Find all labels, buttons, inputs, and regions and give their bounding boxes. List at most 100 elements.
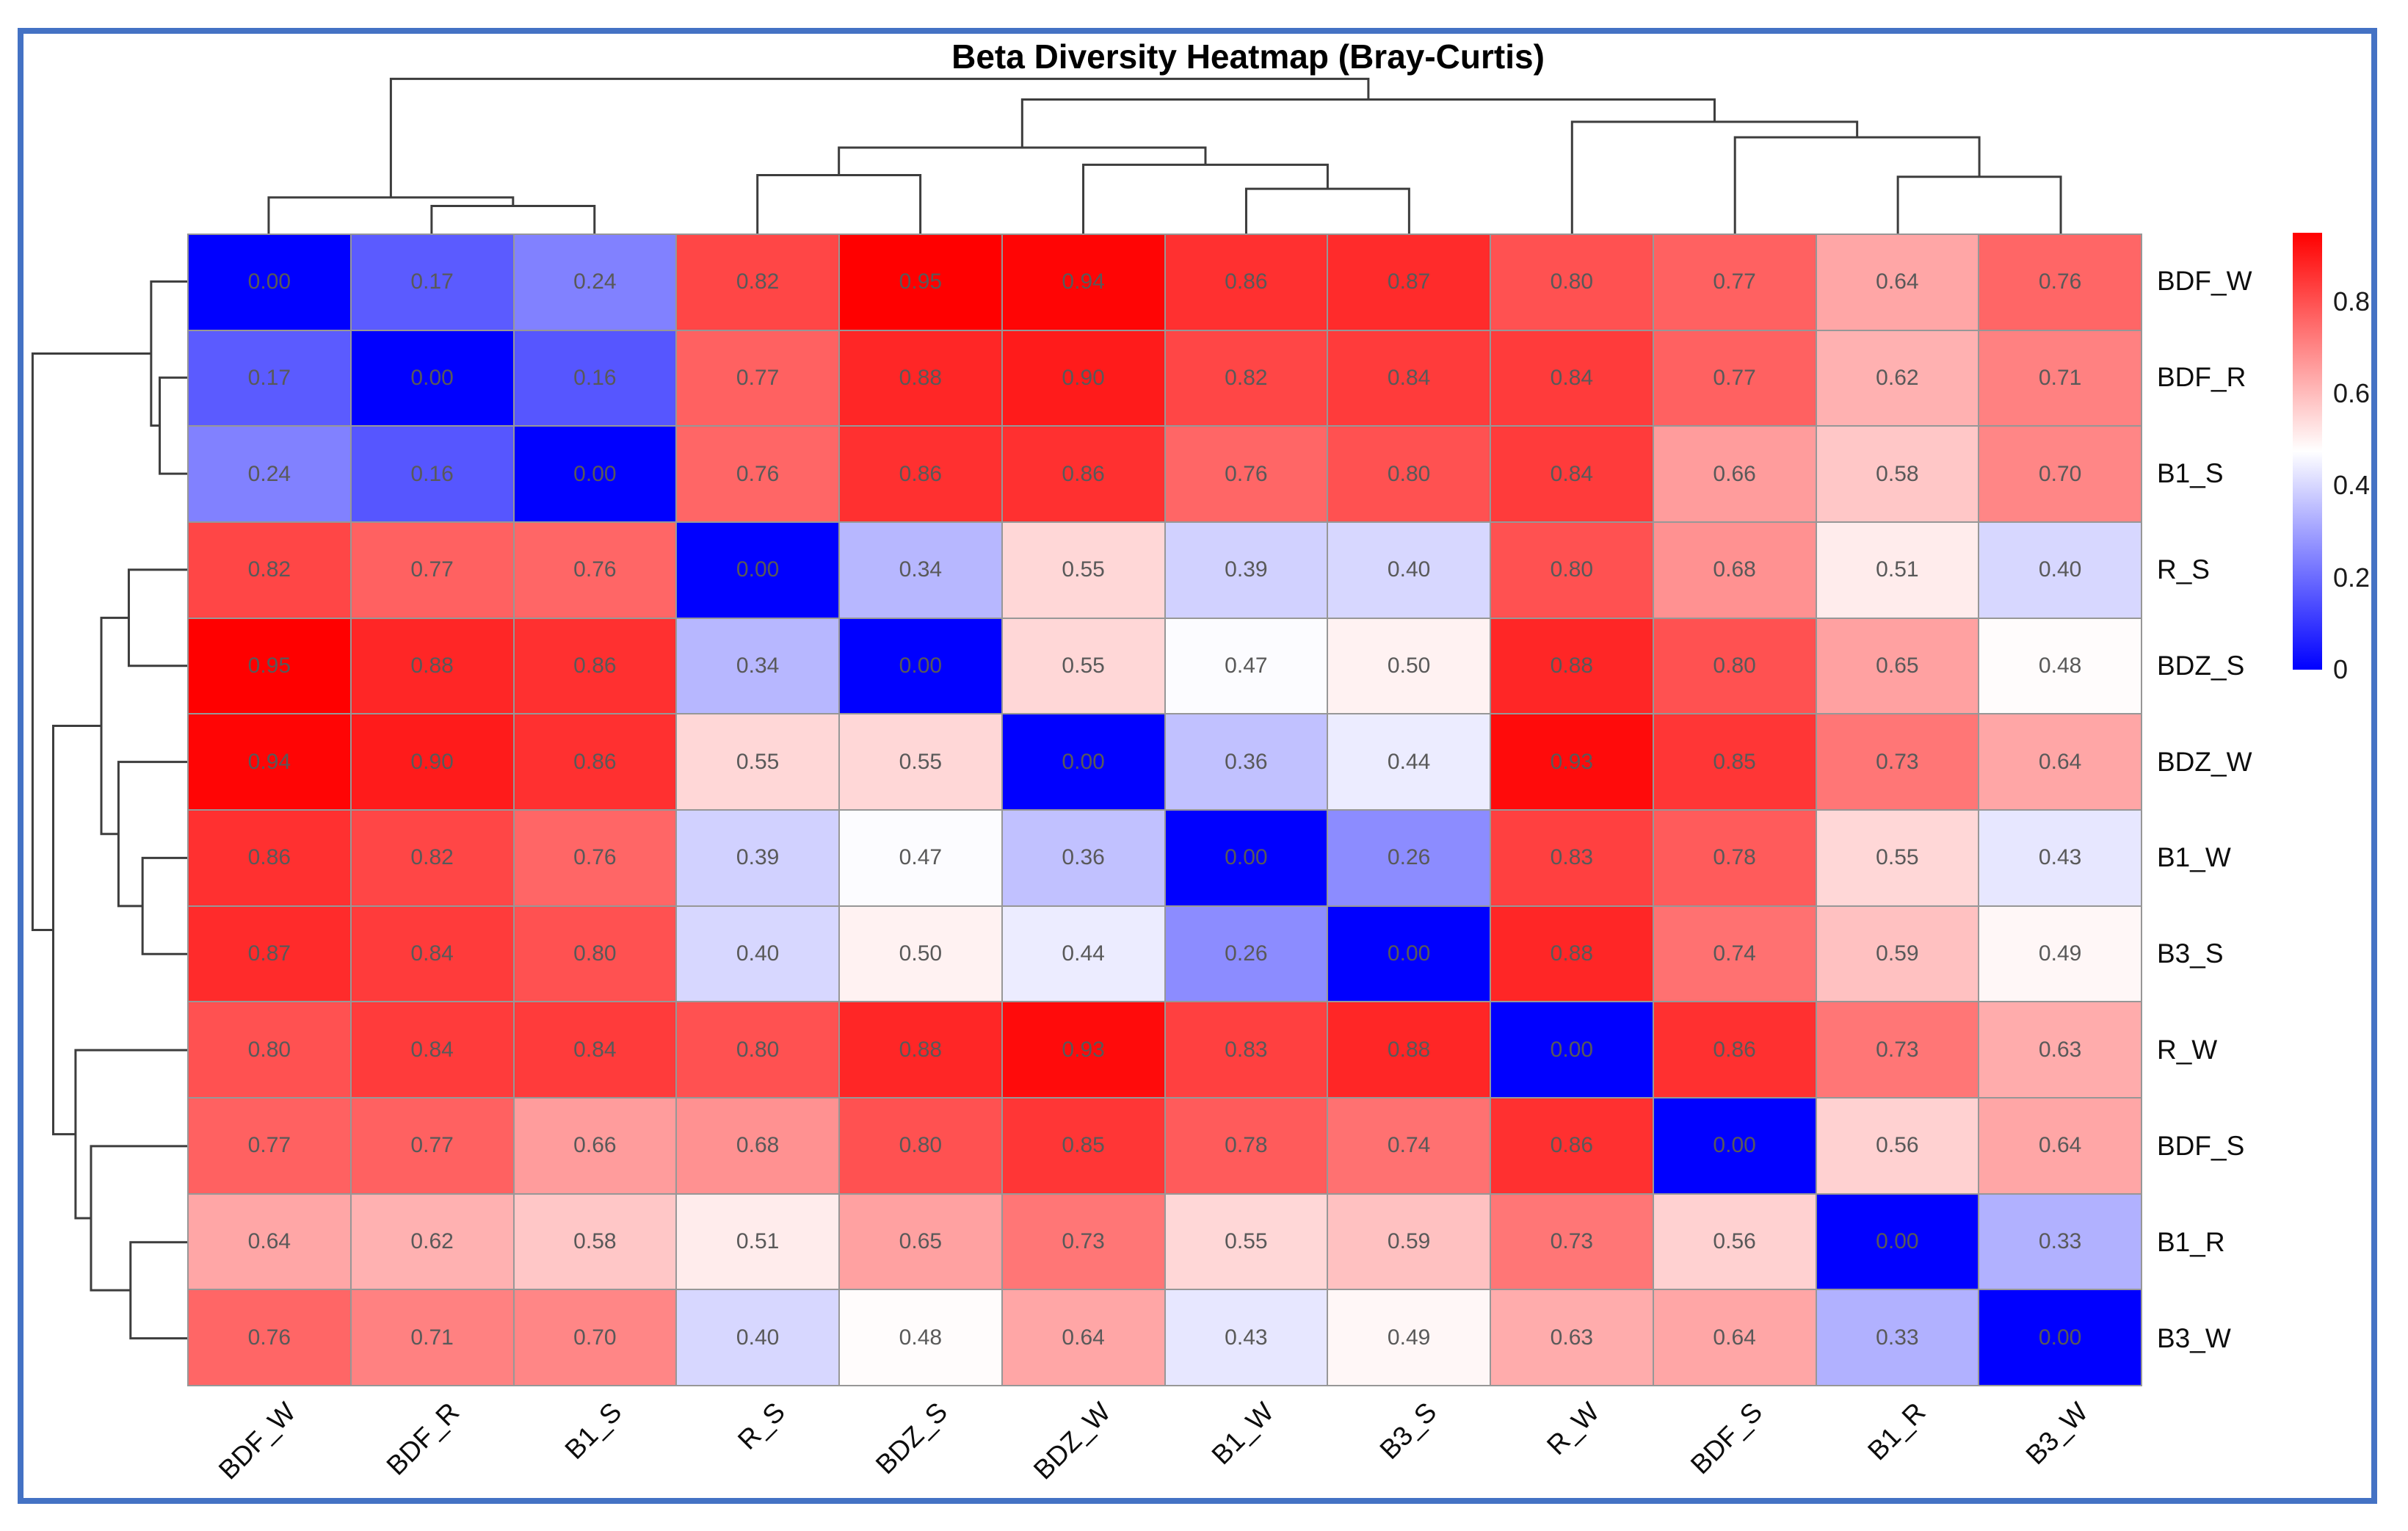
heatmap-cell: 0.90 [1002,330,1164,426]
heatmap-cell: 0.95 [189,618,350,714]
heatmap-cell: 0.40 [677,906,838,1002]
heatmap-cell: 0.82 [1165,330,1327,426]
heatmap-cell: 0.65 [1816,618,1979,714]
heatmap-cell: 0.49 [1979,906,2141,1002]
heatmap-cell: 0.73 [1816,1002,1979,1097]
heatmap-cell: 0.78 [1653,811,1816,905]
left-dendrogram [31,280,187,1340]
heatmap-cell: 0.48 [840,1290,1001,1385]
heatmap-cell: 0.70 [1979,427,2141,521]
heatmap-cell: 0.95 [840,235,1001,330]
colorbar-tick-label: 0.6 [2333,378,2371,409]
heatmap-cell: 0.48 [1979,618,2141,714]
heatmap-cell: 0.76 [677,427,838,521]
colorbar-tick-label: 0.2 [2333,562,2371,593]
heatmap-cell: 0.55 [1002,523,1164,618]
heatmap-cell: 0.00 [514,427,676,521]
heatmap-cell: 0.43 [1165,1290,1327,1385]
heatmap-cell: 0.40 [1979,523,2141,618]
heatmap-cell: 0.26 [1165,906,1327,1002]
colorbar-tick-label: 0.8 [2333,286,2371,316]
heatmap-cell: 0.64 [1002,1290,1164,1385]
heatmap-cell: 0.55 [1165,1194,1327,1289]
heatmap-cell: 0.51 [677,1194,838,1289]
heatmap-cell: 0.93 [1491,714,1653,809]
heatmap-cell: 0.55 [1002,618,1164,714]
heatmap-cell: 0.16 [351,427,513,521]
heatmap-cell: 0.59 [1328,1194,1490,1289]
heatmap-cell: 0.78 [1165,1099,1327,1193]
heatmap-cell: 0.39 [1165,523,1327,618]
figure-border [18,28,2377,1504]
row-label: BDZ_W [2157,746,2252,777]
heatmap-cell: 0.59 [1816,906,1979,1002]
heatmap-cell: 0.94 [1002,235,1164,330]
heatmap-cell: 0.86 [1491,1099,1653,1193]
heatmap-cell: 0.26 [1328,811,1490,905]
heatmap-cell: 0.80 [677,1002,838,1097]
heatmap-cell: 0.88 [840,1002,1001,1097]
heatmap-grid: 0.00 0.17 0.24 0.82 0.95 0.94 0.86 0.87 0.80 0.77… [187,234,2142,1386]
row-label: BDF_R [2157,362,2246,393]
heatmap-cell: 0.76 [1979,235,2141,330]
heatmap-cell: 0.88 [351,618,513,714]
heatmap-cell: 0.80 [514,906,676,1002]
heatmap-cell: 0.68 [677,1099,838,1193]
heatmap-cell: 0.90 [351,714,513,809]
heatmap-cell: 0.62 [1816,330,1979,426]
heatmap-cell: 0.77 [351,1099,513,1193]
heatmap-cell: 0.34 [840,523,1001,618]
heatmap-cell: 0.85 [1653,714,1816,809]
heatmap-cell: 0.39 [677,811,838,905]
row-label: B3_S [2157,938,2224,969]
heatmap-cell: 0.24 [514,235,676,330]
heatmap-cell: 0.84 [351,906,513,1002]
heatmap-cell: 0.93 [1002,1002,1164,1097]
heatmap-cell: 0.00 [1979,1290,2141,1385]
heatmap-cell: 0.44 [1328,714,1490,809]
heatmap-cell: 0.63 [1491,1290,1653,1385]
heatmap-cell: 0.86 [1002,427,1164,521]
heatmap-cell: 0.43 [1979,811,2141,905]
heatmap-cell: 0.76 [514,811,676,905]
heatmap-cell: 0.50 [1328,618,1490,714]
heatmap-cell: 0.84 [1328,330,1490,426]
heatmap-cell: 0.56 [1816,1099,1979,1193]
chart-title: Beta Diversity Heatmap (Bray-Curtis) [951,37,1545,76]
heatmap-cell: 0.80 [1491,235,1653,330]
heatmap-cell: 0.66 [1653,427,1816,521]
heatmap-cell: 0.33 [1979,1194,2141,1289]
heatmap-cell: 0.74 [1653,906,1816,1002]
heatmap-cell: 0.88 [840,330,1001,426]
heatmap-cell: 0.88 [1491,618,1653,714]
top-dendrogram [267,77,2062,234]
heatmap-cell: 0.77 [189,1099,350,1193]
heatmap-cell: 0.86 [514,714,676,809]
heatmap-cell: 0.68 [1653,523,1816,618]
heatmap-cell: 0.58 [1816,427,1979,521]
heatmap-cell: 0.64 [1816,235,1979,330]
heatmap-cell: 0.84 [351,1002,513,1097]
heatmap-cell: 0.34 [677,618,838,714]
heatmap-cell: 0.40 [677,1290,838,1385]
heatmap-cell: 0.00 [840,618,1001,714]
heatmap-cell: 0.86 [514,618,676,714]
heatmap-cell: 0.76 [514,523,676,618]
heatmap-cell: 0.84 [514,1002,676,1097]
heatmap-cell: 0.47 [840,811,1001,905]
heatmap-cell: 0.65 [840,1194,1001,1289]
heatmap-cell: 0.55 [1816,811,1979,905]
heatmap-cell: 0.73 [1002,1194,1164,1289]
heatmap-cell: 0.55 [840,714,1001,809]
heatmap-cell: 0.87 [1328,235,1490,330]
heatmap-cell: 0.00 [1653,1099,1816,1193]
heatmap-cell: 0.50 [840,906,1001,1002]
heatmap-cell: 0.94 [189,714,350,809]
heatmap-cell: 0.76 [1165,427,1327,521]
heatmap-cell: 0.86 [1165,235,1327,330]
heatmap-cell: 0.70 [514,1290,676,1385]
heatmap-cell: 0.77 [1653,330,1816,426]
heatmap-cell: 0.86 [840,427,1001,521]
heatmap-cell: 0.00 [1816,1194,1979,1289]
